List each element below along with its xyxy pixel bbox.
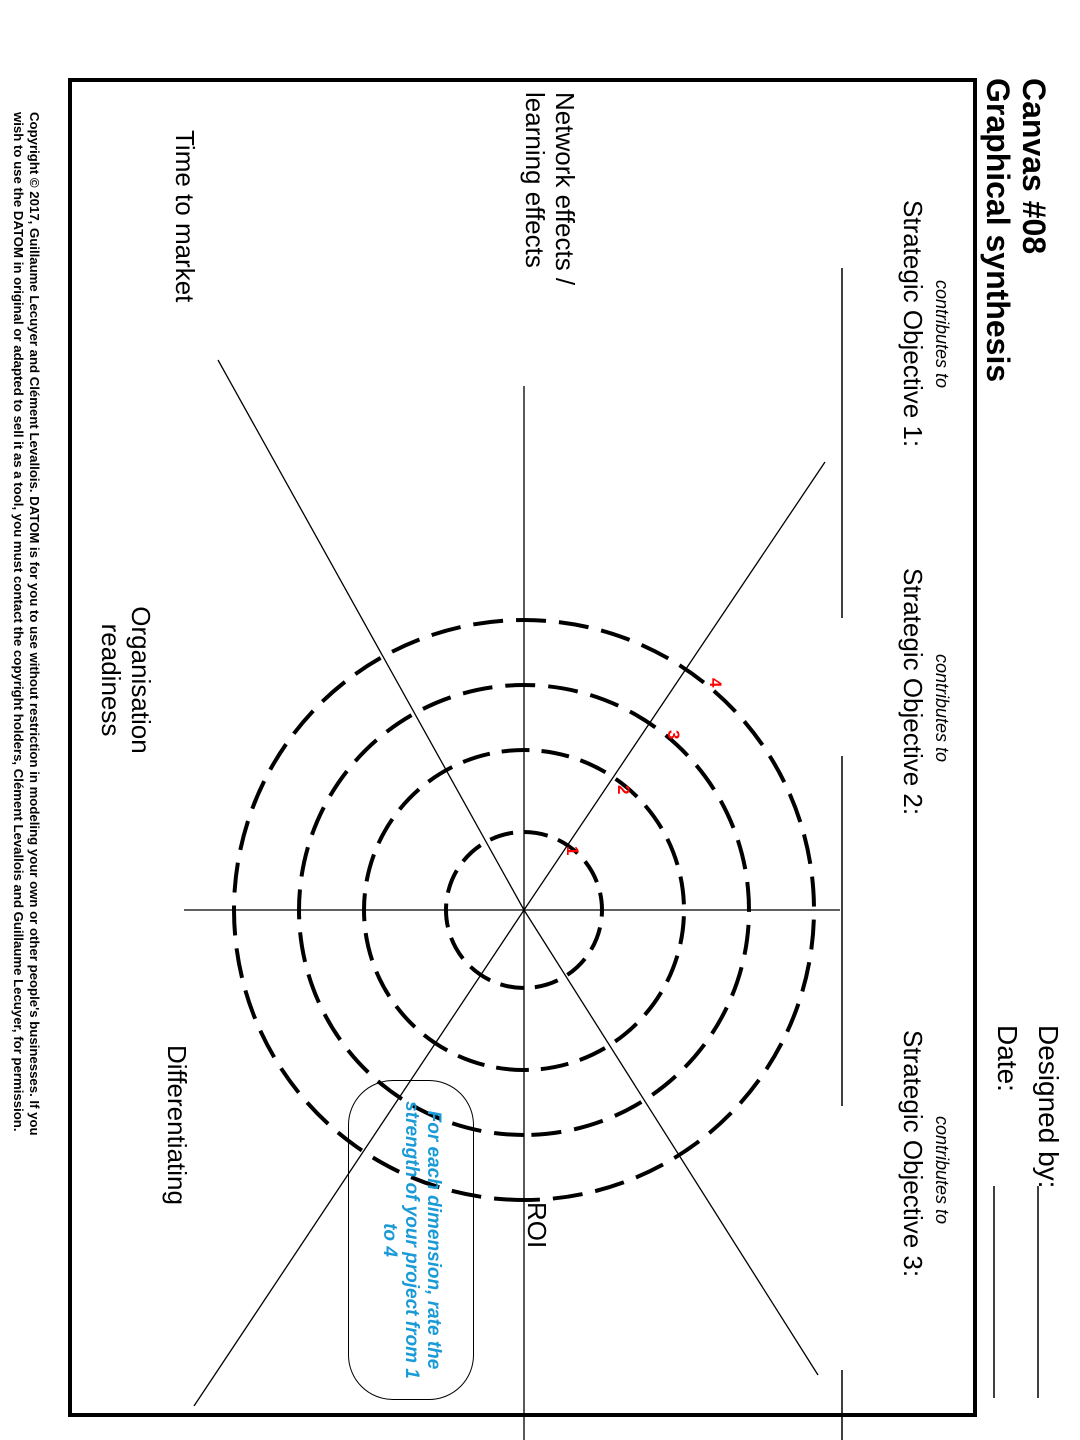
ring-label-3: 3 <box>664 730 683 739</box>
instruction-box: For each dimension, rate the strength of… <box>348 1080 474 1400</box>
copyright-line-1: Copyright © 2017, Guillaume Lecuyer and … <box>27 112 42 1136</box>
roi-label: ROI <box>522 1202 552 1249</box>
ring-label-4: 4 <box>706 678 725 688</box>
objective-3-label: Strategic Objective 3: <box>898 1030 928 1278</box>
organisation-readiness-line-2: readiness <box>96 623 126 737</box>
ring-1 <box>444 830 604 990</box>
network-effects-line-2: learning effects <box>520 92 550 268</box>
network-effects-label: Network effects / learning effects <box>520 92 580 285</box>
date-label: Date: <box>992 1025 1023 1092</box>
ring-label-1: 1 <box>563 846 582 855</box>
axis-time-to-market <box>217 359 525 911</box>
designed-by-label: Designed by: <box>1033 1025 1064 1189</box>
ring-3 <box>297 683 751 1137</box>
objective-1-contributes: contributes to <box>932 280 952 389</box>
copyright-notice: Copyright © 2017, Guillaume Lecuyer and … <box>10 112 42 1402</box>
instruction-text: For each dimension, rate the strength of… <box>379 1101 444 1379</box>
axis-top-left <box>523 461 826 911</box>
objective-3-contributes: contributes to <box>932 1116 952 1225</box>
ring-2 <box>362 748 686 1072</box>
time-to-market-label: Time to market <box>170 130 200 303</box>
ring-label-2: 2 <box>614 785 633 794</box>
organisation-readiness-line-1: Organisation <box>126 606 156 754</box>
objective-1-label: Strategic Objective 1: <box>898 200 928 448</box>
ring-4 <box>232 618 816 1202</box>
ring-labels: 1 2 3 4 <box>563 678 725 855</box>
canvas-title: Graphical synthesis <box>980 78 1016 383</box>
canvas-number: Canvas #08 <box>1016 78 1052 255</box>
rating-rings <box>232 618 816 1202</box>
copyright-line-2: wish to use the DATOM in original or ada… <box>11 112 26 1132</box>
differentiating-label: Differentiating <box>162 1045 192 1205</box>
radial-axes <box>184 359 840 1440</box>
axis-differentiating <box>193 909 525 1407</box>
objective-2-label: Strategic Objective 2: <box>898 568 928 816</box>
axis-top-right <box>523 909 819 1376</box>
canvas-frame <box>68 78 977 1417</box>
objective-2-contributes: contributes to <box>932 654 952 763</box>
network-effects-line-1: Network effects / <box>550 92 580 286</box>
organisation-readiness-label: Organisation readiness <box>96 598 156 762</box>
